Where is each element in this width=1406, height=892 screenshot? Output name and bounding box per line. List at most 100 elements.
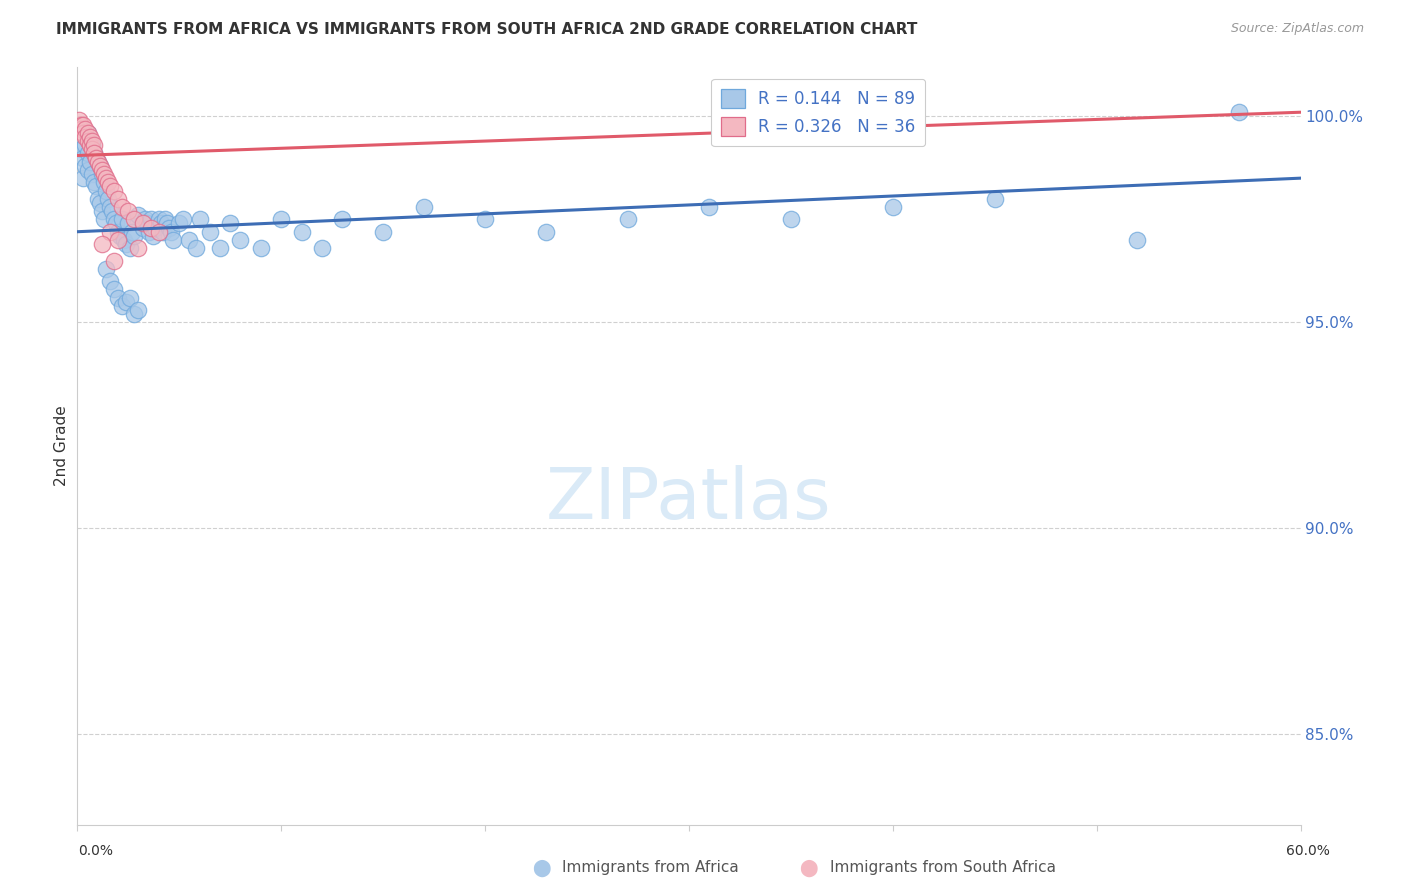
Point xyxy=(87,154,110,169)
Point xyxy=(172,212,194,227)
Point xyxy=(127,208,149,222)
Point xyxy=(149,217,172,231)
Point xyxy=(127,303,149,318)
Point xyxy=(135,217,157,231)
Point xyxy=(107,225,129,239)
Point xyxy=(107,233,129,247)
Point xyxy=(617,212,640,227)
Point xyxy=(93,175,115,189)
Point xyxy=(79,130,101,145)
Text: Immigrants from South Africa: Immigrants from South Africa xyxy=(830,861,1056,875)
Point xyxy=(332,212,354,227)
Point xyxy=(120,241,142,255)
Point xyxy=(80,138,103,153)
Point xyxy=(270,212,292,227)
Point xyxy=(94,184,117,198)
Text: 60.0%: 60.0% xyxy=(1285,844,1330,857)
Point xyxy=(311,241,333,255)
Point xyxy=(79,134,101,148)
Point xyxy=(103,253,125,268)
Point xyxy=(98,274,121,288)
Point xyxy=(83,146,105,161)
Point xyxy=(115,237,138,252)
Point xyxy=(75,159,97,173)
Point xyxy=(75,130,97,145)
Point xyxy=(89,159,111,173)
Point xyxy=(94,171,117,186)
Point xyxy=(111,212,134,227)
Point xyxy=(80,134,103,148)
Point xyxy=(72,151,94,165)
Point xyxy=(229,233,252,247)
Point xyxy=(89,159,111,173)
Point xyxy=(208,241,231,255)
Point xyxy=(413,200,436,214)
Point xyxy=(148,225,170,239)
Text: ZIPatlas: ZIPatlas xyxy=(546,465,832,533)
Point xyxy=(76,126,98,140)
Point xyxy=(1229,105,1251,120)
Point xyxy=(131,217,153,231)
Point xyxy=(139,220,162,235)
Point xyxy=(83,138,105,153)
Point xyxy=(179,233,201,247)
Point xyxy=(79,154,101,169)
Point xyxy=(67,113,90,128)
Point xyxy=(107,291,129,305)
Point xyxy=(80,167,103,181)
Point xyxy=(290,225,312,239)
Point xyxy=(84,151,107,165)
Text: Immigrants from Africa: Immigrants from Africa xyxy=(562,861,740,875)
Point xyxy=(184,241,207,255)
Point xyxy=(79,138,101,153)
Point xyxy=(80,142,103,156)
Point xyxy=(111,200,134,214)
Point xyxy=(107,192,129,206)
Point xyxy=(90,204,112,219)
Point xyxy=(89,195,111,210)
Point xyxy=(117,217,139,231)
Point xyxy=(160,225,183,239)
Point xyxy=(98,225,121,239)
Point xyxy=(699,200,721,214)
Text: Source: ZipAtlas.com: Source: ZipAtlas.com xyxy=(1230,22,1364,36)
Point xyxy=(371,225,394,239)
Point xyxy=(101,204,124,219)
Point xyxy=(124,212,146,227)
Point xyxy=(76,162,98,177)
Point xyxy=(76,134,98,148)
Point xyxy=(157,220,180,235)
Point xyxy=(124,307,146,321)
Point xyxy=(70,118,93,132)
Point xyxy=(83,146,105,161)
Point xyxy=(152,225,174,239)
Point xyxy=(882,200,904,214)
Text: 0.0%: 0.0% xyxy=(79,844,112,857)
Point xyxy=(148,212,170,227)
Point xyxy=(76,126,98,140)
Point xyxy=(169,217,191,231)
Point xyxy=(72,126,94,140)
Point xyxy=(156,217,179,231)
Point xyxy=(124,228,146,243)
Point xyxy=(90,162,112,177)
Point xyxy=(143,220,166,235)
Point xyxy=(127,241,149,255)
Point xyxy=(83,175,105,189)
Point xyxy=(70,142,93,156)
Point xyxy=(97,192,120,206)
Point xyxy=(131,220,153,235)
Point xyxy=(93,167,115,181)
Legend: R = 0.144   N = 89, R = 0.326   N = 36: R = 0.144 N = 89, R = 0.326 N = 36 xyxy=(711,79,925,146)
Point xyxy=(75,138,97,153)
Point xyxy=(103,212,125,227)
Point xyxy=(72,171,94,186)
Point xyxy=(134,212,156,227)
Point xyxy=(97,175,120,189)
Point xyxy=(120,291,142,305)
Point xyxy=(84,179,107,194)
Point xyxy=(142,228,165,243)
Point xyxy=(111,299,134,313)
Point xyxy=(121,225,143,239)
Point xyxy=(139,212,162,227)
